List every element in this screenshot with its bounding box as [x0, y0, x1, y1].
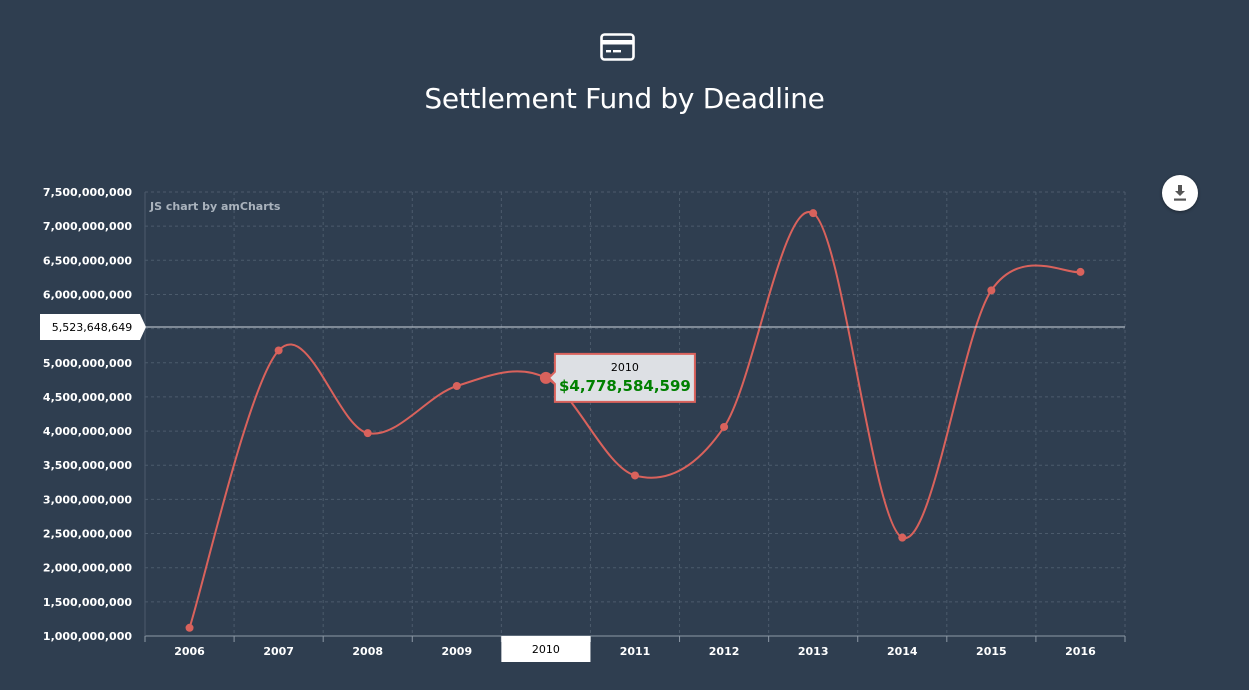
download-button[interactable] [1162, 175, 1198, 211]
y-tick-label: 6,000,000,000 [43, 288, 132, 301]
tooltip-value: $4,778,584,599 [559, 377, 691, 395]
y-tick-label: 2,000,000,000 [43, 562, 132, 575]
tooltip-category: 2010 [611, 361, 639, 374]
x-tick-label: 2014 [887, 645, 918, 658]
y-tick-label: 3,500,000,000 [43, 459, 132, 472]
data-point[interactable] [720, 422, 729, 431]
y-tick-label: 7,500,000,000 [43, 186, 132, 199]
y-tick-label: 2,500,000,000 [43, 528, 132, 541]
chart-title: Settlement Fund by Deadline [424, 82, 825, 115]
chart-axes: 1,000,000,000 1,500,000,000 2,000,000,000 2… [43, 186, 1126, 662]
y-tick-label: 1,000,000,000 [43, 630, 132, 643]
y-tick-label: 5,000,000,000 [43, 357, 132, 370]
data-point[interactable] [452, 381, 461, 390]
chart-grid [144, 191, 1126, 636]
x-tick-label: 2011 [620, 645, 651, 658]
x-tick-label: 2007 [263, 645, 294, 658]
cursor-value-label: 5,523,648,649 [52, 321, 132, 334]
data-point[interactable] [539, 371, 552, 384]
data-point[interactable] [274, 346, 283, 355]
credit-card-icon [600, 33, 635, 61]
x-cursor-category-bg [501, 636, 591, 662]
chart-credit[interactable]: JS chart by amCharts [149, 200, 281, 213]
y-tick-label: 3,000,000,000 [43, 493, 132, 506]
data-point[interactable] [987, 286, 996, 295]
x-cursor-category-label: 2010 [532, 643, 560, 656]
y-tick-label: 4,000,000,000 [43, 425, 132, 438]
data-point[interactable] [1076, 267, 1085, 276]
data-point[interactable] [185, 623, 194, 632]
y-tick-label: 7,000,000,000 [43, 220, 132, 233]
data-point[interactable] [631, 471, 639, 480]
x-tick-label: 2013 [798, 645, 829, 658]
data-point[interactable] [363, 429, 372, 438]
data-point[interactable] [898, 533, 907, 542]
cursor-layer: 5,523,648,649 2010 $4,778,584,599 [40, 314, 1125, 403]
y-tick-label: 1,500,000,000 [43, 596, 132, 609]
x-tick-label: 2015 [976, 645, 1007, 658]
x-tick-label: 2012 [709, 645, 740, 658]
download-icon [1174, 185, 1186, 201]
cursor-value-balloon [40, 314, 146, 340]
data-point[interactable] [809, 209, 818, 218]
x-tick-label: 2006 [174, 645, 205, 658]
x-tick-label: 2009 [442, 645, 473, 658]
series-layer [185, 209, 1085, 632]
y-tick-label: 4,500,000,000 [43, 391, 132, 404]
x-tick-label: 2008 [352, 645, 383, 658]
x-tick-label: 2016 [1065, 645, 1096, 658]
tooltip-balloon [547, 352, 696, 403]
series-line [188, 210, 1081, 629]
y-tick-label: 6,500,000,000 [43, 254, 132, 267]
